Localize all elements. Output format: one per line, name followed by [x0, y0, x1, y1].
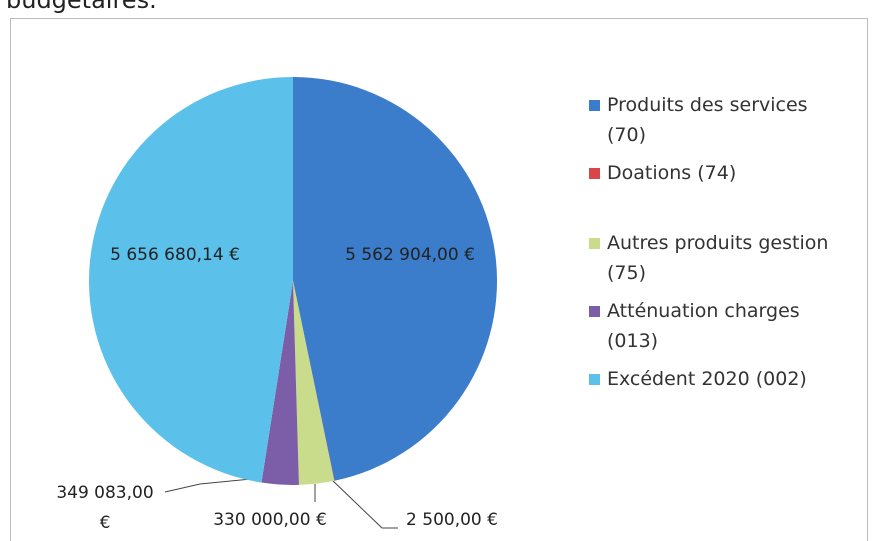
leader-line	[164, 477, 263, 493]
value-label: 2 500,00 €	[406, 510, 498, 530]
legend: Produits des services (70) Doations (74) A…	[585, 90, 875, 402]
legend-item: Autres produits gestion (75)	[585, 228, 847, 288]
pie-slice	[293, 77, 498, 481]
legend-label: Excédent 2020 (002)	[607, 368, 807, 390]
legend-swatch	[589, 100, 600, 111]
legend-label: Doations (74)	[607, 162, 737, 184]
legend-label: Autres produits gestion (75)	[607, 232, 829, 284]
legend-item: Excédent 2020 (002)	[585, 364, 847, 394]
leader-lines	[164, 477, 398, 529]
pie-slice	[261, 281, 299, 485]
legend-label: Produits des services (70)	[607, 94, 808, 146]
value-label: 349 083,00 €	[56, 483, 154, 533]
legend-swatch	[589, 306, 600, 317]
pie-slice	[293, 281, 335, 485]
legend-swatch	[589, 374, 600, 385]
title: budgétaires.	[6, 0, 157, 14]
chart-frame	[10, 18, 868, 541]
pie-slice	[89, 77, 293, 483]
legend-item: Atténuation charges (013)	[585, 296, 847, 356]
legend-item: Produits des services (70)	[585, 90, 847, 150]
leader-line	[329, 477, 398, 529]
value-label: 330 000,00 €	[213, 510, 327, 530]
legend-label: Atténuation charges (013)	[607, 300, 800, 352]
pie-slice	[293, 281, 335, 481]
value-label: 5 656 680,14 €	[110, 245, 240, 265]
value-label: 5 562 904,00 €	[345, 245, 475, 265]
legend-item: Doations (74)	[585, 158, 847, 188]
legend-swatch	[589, 168, 600, 179]
legend-swatch	[589, 238, 600, 249]
